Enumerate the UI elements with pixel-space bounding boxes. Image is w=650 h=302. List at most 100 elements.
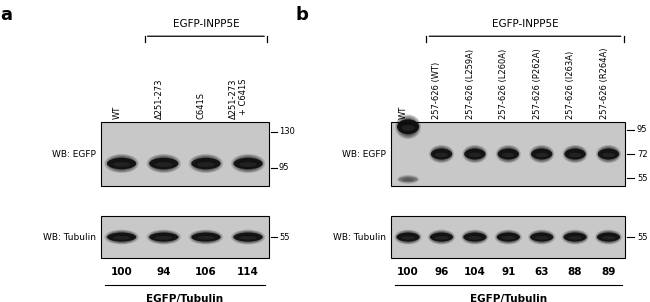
Ellipse shape	[404, 178, 412, 181]
Ellipse shape	[536, 150, 547, 158]
Ellipse shape	[496, 145, 521, 163]
Ellipse shape	[436, 153, 448, 157]
Text: 257-626 (I263A): 257-626 (I263A)	[566, 51, 575, 119]
Ellipse shape	[564, 233, 587, 242]
Ellipse shape	[471, 152, 478, 156]
Ellipse shape	[562, 230, 588, 244]
Ellipse shape	[161, 236, 166, 238]
Ellipse shape	[429, 145, 454, 163]
Ellipse shape	[430, 231, 452, 243]
Ellipse shape	[396, 233, 420, 242]
Ellipse shape	[191, 155, 221, 172]
Ellipse shape	[606, 236, 610, 238]
Ellipse shape	[395, 114, 421, 139]
Ellipse shape	[536, 234, 547, 240]
Ellipse shape	[600, 148, 617, 160]
Ellipse shape	[464, 231, 486, 243]
Ellipse shape	[469, 234, 481, 240]
Ellipse shape	[146, 154, 181, 173]
Ellipse shape	[109, 156, 135, 171]
Ellipse shape	[198, 236, 214, 240]
Ellipse shape	[434, 233, 448, 241]
Ellipse shape	[233, 233, 263, 242]
Ellipse shape	[193, 232, 218, 243]
Ellipse shape	[602, 236, 616, 240]
Ellipse shape	[152, 157, 176, 170]
Text: 100: 100	[111, 267, 133, 277]
Ellipse shape	[504, 235, 513, 239]
Ellipse shape	[149, 231, 179, 243]
Ellipse shape	[237, 232, 259, 242]
Ellipse shape	[430, 146, 452, 162]
Ellipse shape	[157, 234, 171, 240]
Ellipse shape	[573, 152, 578, 156]
Ellipse shape	[540, 152, 544, 156]
Ellipse shape	[192, 156, 220, 171]
Ellipse shape	[595, 230, 622, 245]
Ellipse shape	[432, 232, 450, 242]
Ellipse shape	[503, 150, 514, 158]
Ellipse shape	[162, 236, 165, 238]
Ellipse shape	[194, 232, 218, 242]
Ellipse shape	[464, 146, 486, 162]
Ellipse shape	[406, 236, 411, 239]
Ellipse shape	[599, 232, 618, 242]
Ellipse shape	[465, 232, 485, 243]
Ellipse shape	[434, 233, 450, 242]
Ellipse shape	[528, 230, 555, 245]
Ellipse shape	[190, 155, 222, 172]
Ellipse shape	[398, 117, 419, 137]
Ellipse shape	[149, 158, 179, 169]
Ellipse shape	[541, 153, 543, 155]
Ellipse shape	[193, 156, 218, 171]
Ellipse shape	[402, 179, 414, 181]
Ellipse shape	[113, 162, 130, 167]
Ellipse shape	[406, 125, 410, 128]
Ellipse shape	[506, 152, 511, 156]
Ellipse shape	[432, 232, 452, 243]
Ellipse shape	[596, 145, 621, 163]
Ellipse shape	[500, 148, 517, 160]
Ellipse shape	[466, 232, 484, 242]
Bar	[101, 122, 269, 186]
Ellipse shape	[402, 177, 413, 182]
Ellipse shape	[604, 151, 613, 157]
Ellipse shape	[120, 236, 124, 238]
Ellipse shape	[562, 230, 589, 245]
Ellipse shape	[495, 230, 521, 244]
Text: 95: 95	[637, 125, 647, 134]
Text: 55: 55	[637, 233, 647, 242]
Ellipse shape	[406, 124, 411, 129]
Ellipse shape	[565, 147, 585, 161]
Ellipse shape	[529, 230, 554, 244]
Ellipse shape	[499, 147, 517, 161]
Text: 88: 88	[568, 267, 582, 277]
Ellipse shape	[438, 152, 445, 156]
Ellipse shape	[502, 234, 515, 240]
Ellipse shape	[111, 233, 132, 242]
Ellipse shape	[199, 234, 213, 240]
Ellipse shape	[570, 150, 580, 158]
Ellipse shape	[532, 232, 551, 242]
Ellipse shape	[238, 233, 259, 242]
Ellipse shape	[530, 146, 553, 162]
Ellipse shape	[111, 158, 132, 169]
Ellipse shape	[152, 232, 176, 242]
Ellipse shape	[108, 231, 135, 243]
Ellipse shape	[599, 147, 619, 161]
Ellipse shape	[438, 235, 445, 239]
Ellipse shape	[539, 236, 545, 239]
Ellipse shape	[240, 234, 256, 240]
Ellipse shape	[540, 236, 543, 238]
Ellipse shape	[234, 156, 262, 171]
Text: 91: 91	[501, 267, 515, 277]
Ellipse shape	[566, 232, 584, 242]
Ellipse shape	[597, 231, 619, 243]
Ellipse shape	[400, 176, 417, 183]
Ellipse shape	[432, 147, 452, 161]
Ellipse shape	[231, 154, 265, 173]
Text: 72: 72	[637, 149, 647, 159]
Ellipse shape	[501, 236, 515, 240]
Ellipse shape	[601, 149, 616, 159]
Ellipse shape	[535, 149, 549, 159]
